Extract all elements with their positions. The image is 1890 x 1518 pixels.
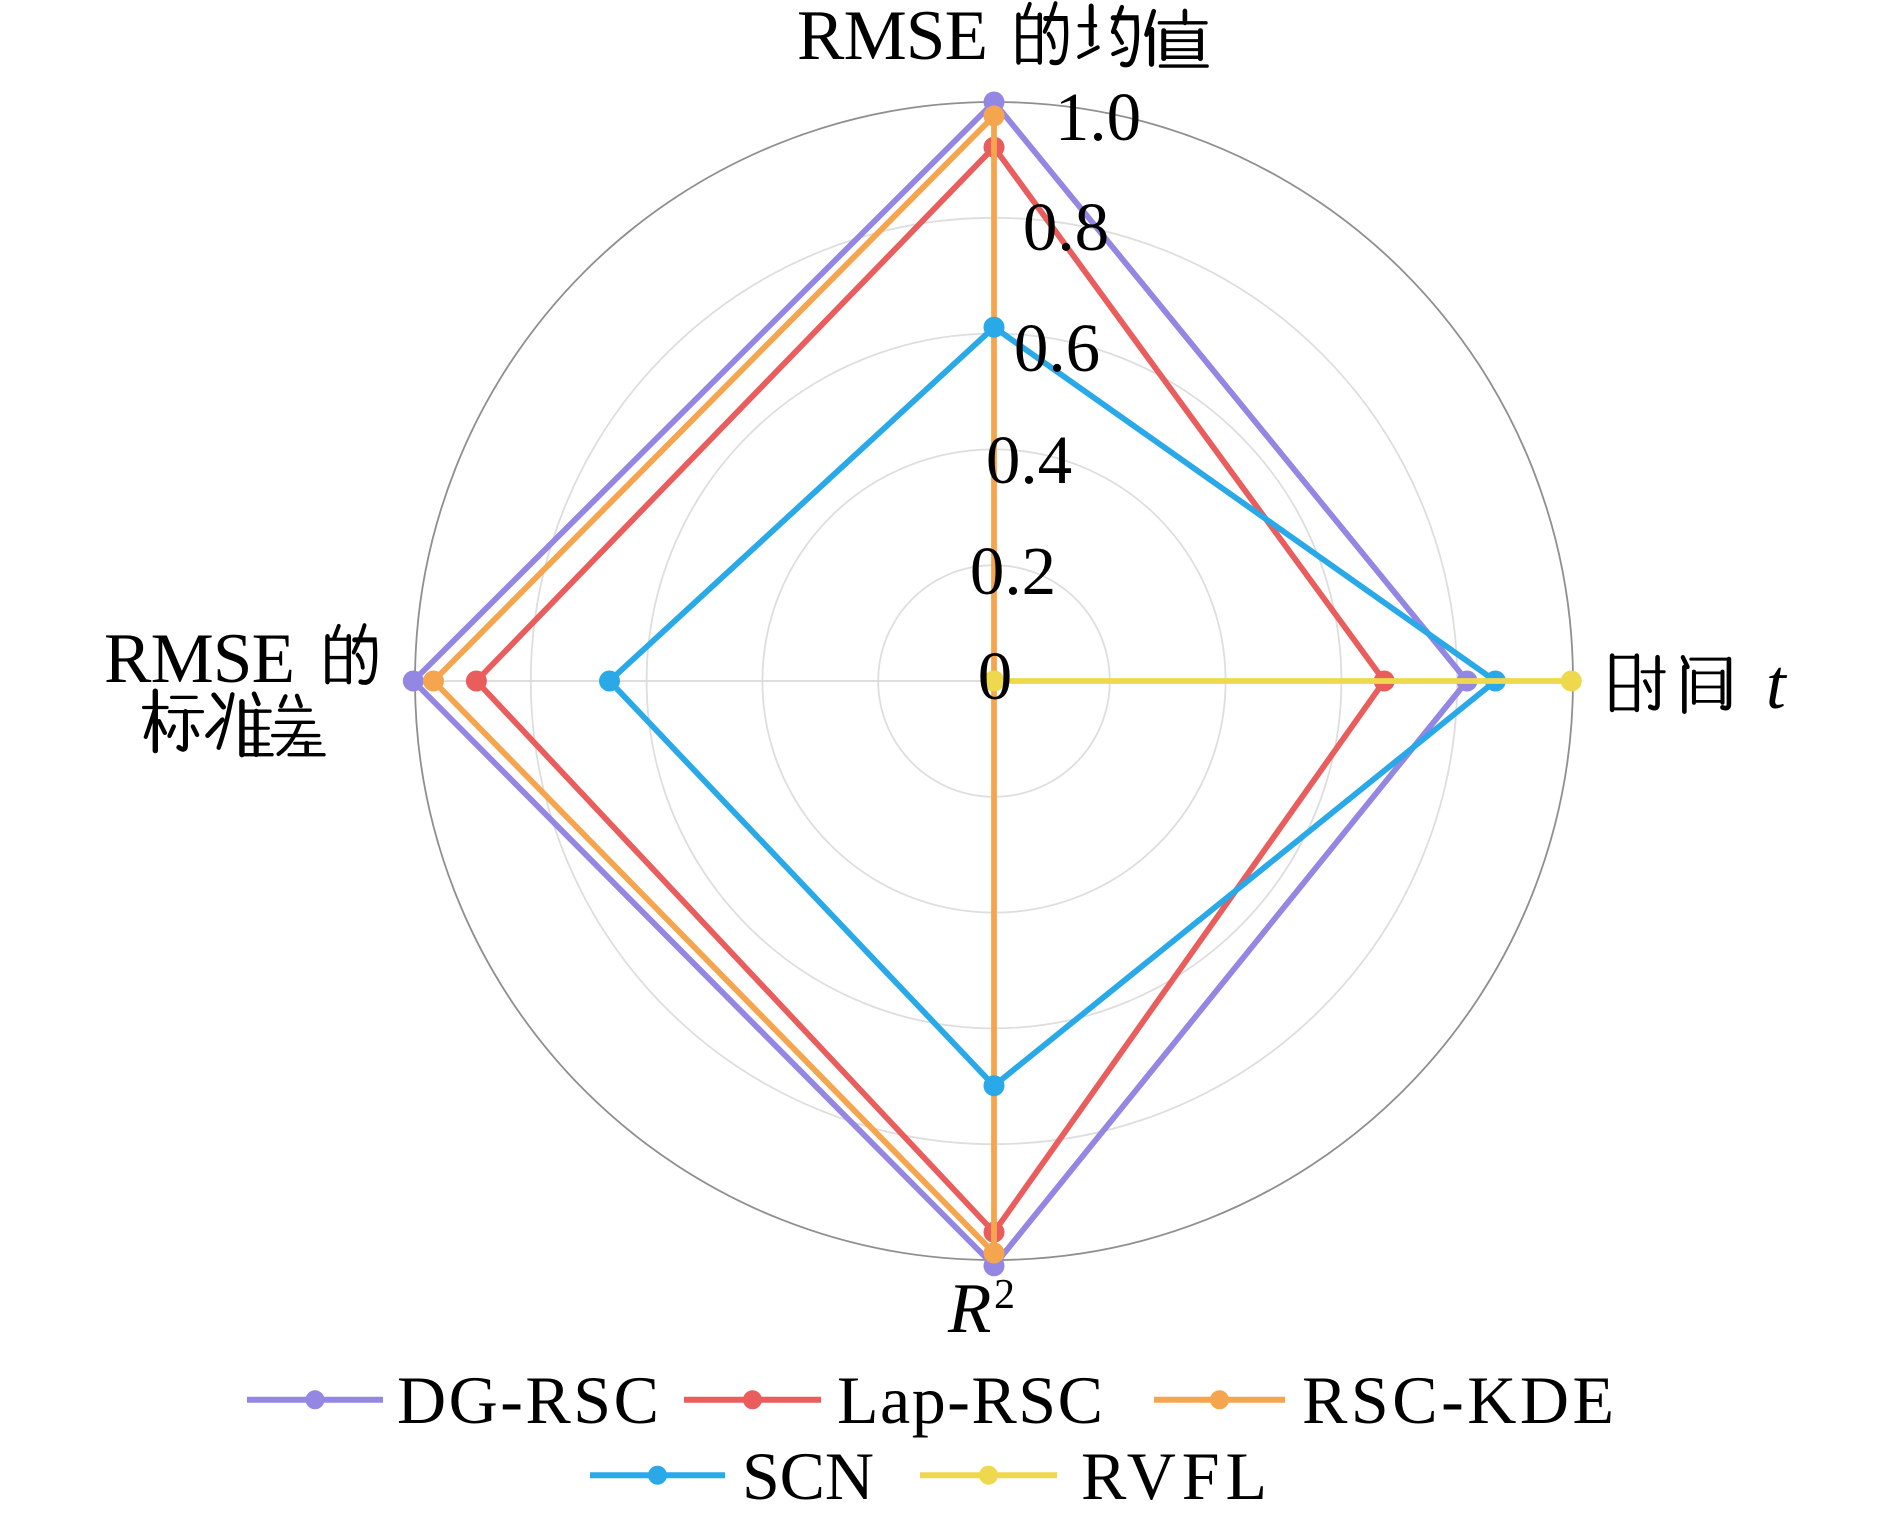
svg-text:t: t [1766, 646, 1788, 724]
svg-text:0.2: 0.2 [970, 533, 1056, 609]
svg-text:0.8: 0.8 [1023, 189, 1109, 265]
svg-text:SCN: SCN [742, 1438, 874, 1514]
svg-text:RSC-KDE: RSC-KDE [1302, 1362, 1614, 1438]
svg-text:0.4: 0.4 [986, 422, 1072, 498]
svg-text:1.0: 1.0 [1055, 79, 1141, 155]
svg-text:RMSE: RMSE [104, 620, 295, 698]
svg-text:RVFL: RVFL [1081, 1438, 1267, 1514]
svg-text:RMSE: RMSE [797, 0, 988, 75]
svg-text:0.6: 0.6 [1014, 310, 1100, 386]
svg-text:0: 0 [978, 638, 1013, 714]
svg-text:2: 2 [994, 1272, 1015, 1318]
svg-text:Lap-RSC: Lap-RSC [837, 1362, 1103, 1438]
svg-text:DG-RSC: DG-RSC [397, 1362, 659, 1438]
svg-text:R: R [947, 1270, 991, 1348]
